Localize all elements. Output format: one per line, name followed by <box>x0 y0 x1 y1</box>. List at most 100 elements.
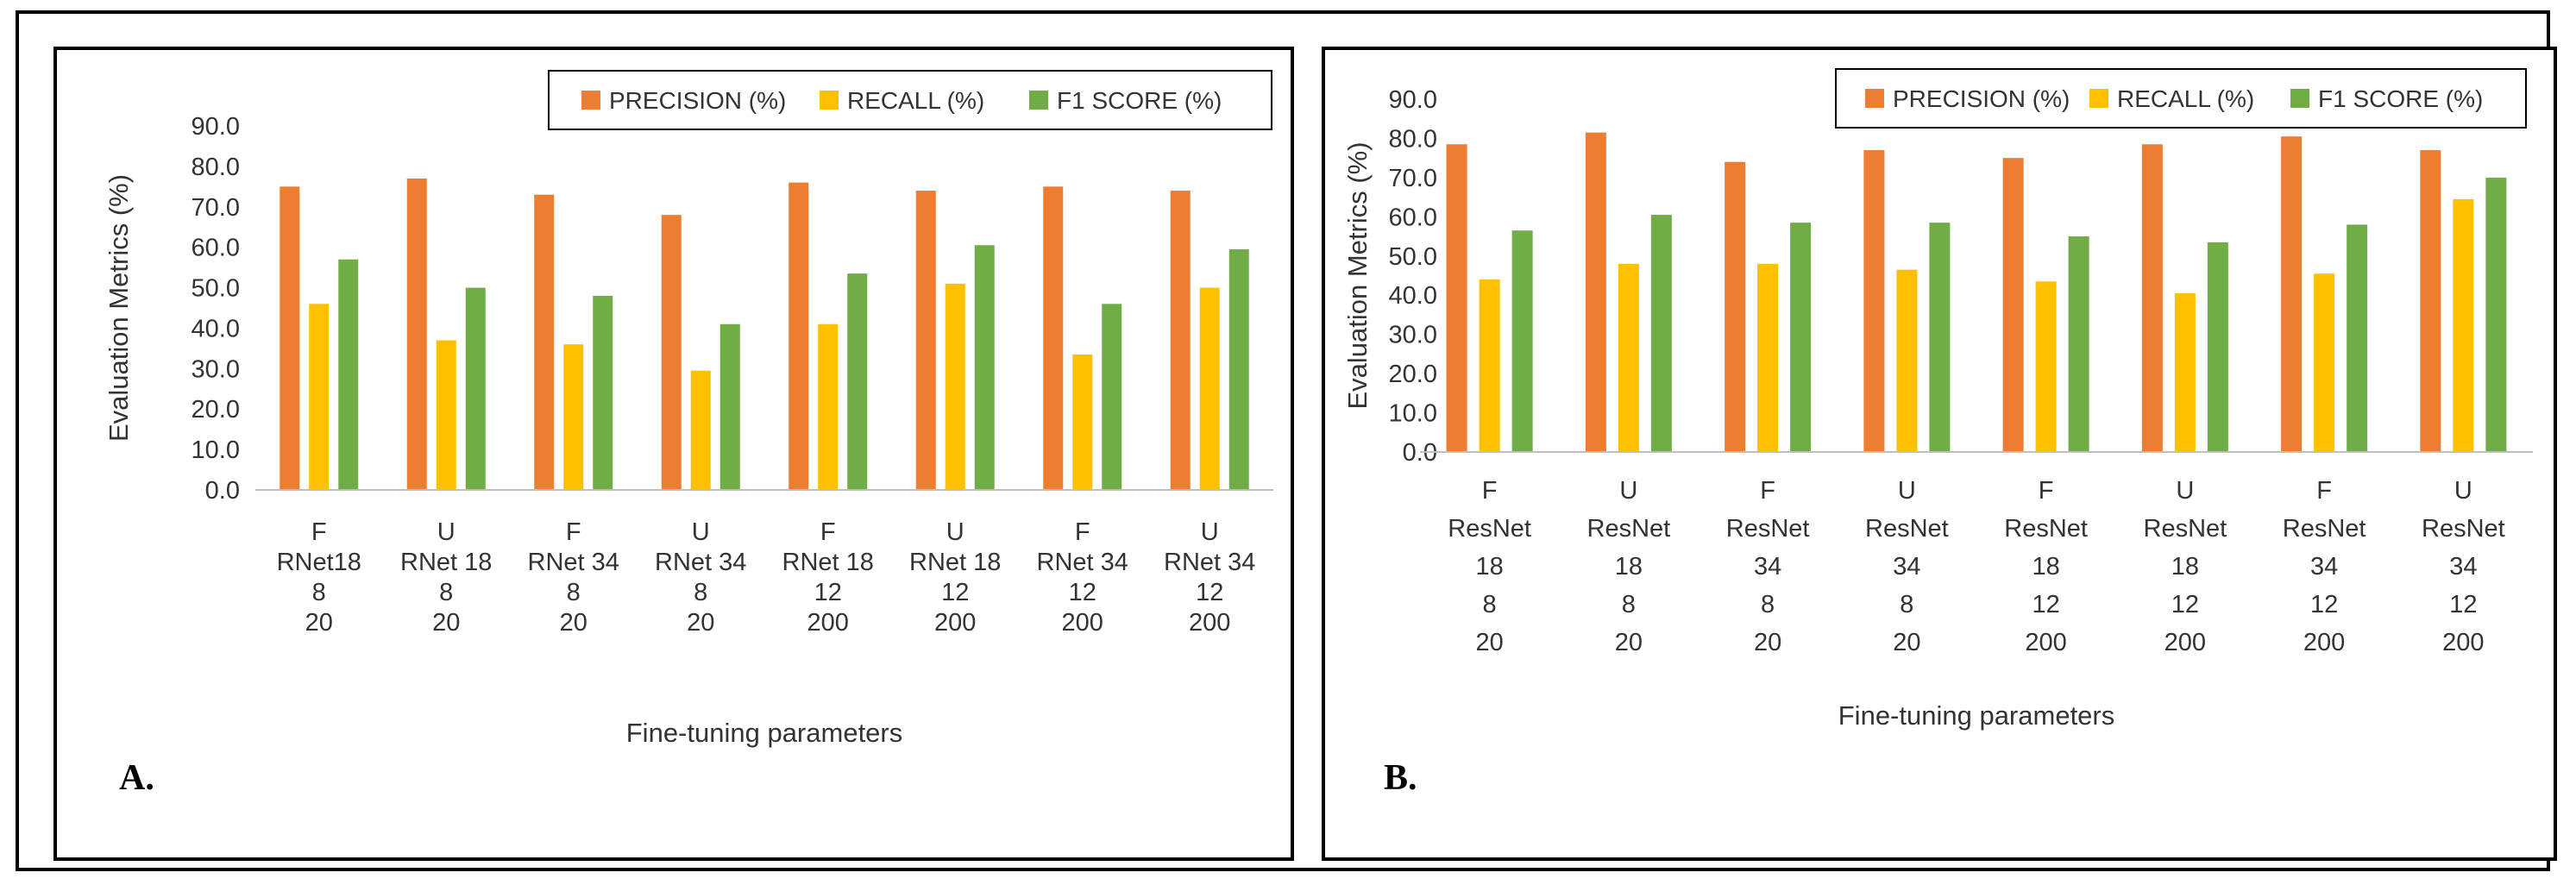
y-tick-label: 40.0 <box>1389 282 1437 310</box>
figure-frame: 0.0 10.0 20.0 30.0 40.0 50.0 60.0 70.0 80.0 90.0 E… <box>16 10 2557 871</box>
x-axis-title: Fine-tuning parameters <box>1838 700 2115 731</box>
legend-swatch <box>1865 89 1884 108</box>
x-category-label: RNet 18 <box>782 549 874 576</box>
bar-recall <box>2314 273 2335 452</box>
legend-label: F1 SCORE (%) <box>1057 87 1222 114</box>
y-tick-label: 70.0 <box>192 194 240 222</box>
x-category-label: U <box>692 518 710 546</box>
x-category-label: 20 <box>432 609 460 637</box>
x-category-label: 12 <box>2310 591 2338 618</box>
bar-precision <box>1725 161 1746 452</box>
x-category-label: RNet 34 <box>1037 549 1128 576</box>
x-category-label: 12 <box>1196 579 1223 606</box>
x-category-label: 20 <box>1893 629 1920 656</box>
bar-recall <box>1896 269 1918 452</box>
x-category-label: U <box>1898 477 1916 505</box>
legend-swatch <box>581 91 600 110</box>
x-category-label: 8 <box>694 579 707 606</box>
x-axis-title: Fine-tuning parameters <box>626 718 903 748</box>
x-category-label: F <box>566 518 581 546</box>
bar-precision <box>1043 186 1064 491</box>
x-category-label: 12 <box>2449 591 2477 618</box>
x-category-label: 12 <box>2032 591 2059 618</box>
x-category-label: ResNet <box>2283 515 2366 543</box>
x-category-label: 200 <box>1189 609 1230 637</box>
x-category-label: 200 <box>2442 629 2484 656</box>
x-category-label: 200 <box>2025 629 2066 656</box>
x-category-label: 20 <box>560 609 587 637</box>
x-category-label: RNet 18 <box>400 549 492 576</box>
y-tick-label: 20.0 <box>1389 361 1437 388</box>
bar-recall <box>1072 354 1093 490</box>
y-tick-label: 10.0 <box>1389 400 1437 428</box>
y-tick-label: 50.0 <box>1389 243 1437 271</box>
bar-f1 <box>974 245 995 490</box>
bar-recall <box>309 304 330 490</box>
x-category-label: F <box>1075 518 1090 546</box>
y-tick-label: 60.0 <box>192 235 240 262</box>
legend-box <box>1835 68 2527 129</box>
bar-recall <box>1199 287 1220 490</box>
x-category-label: ResNet <box>2144 515 2227 543</box>
x-category-label: F <box>1760 477 1775 505</box>
bar-f1 <box>1511 230 1533 452</box>
y-tick-label: 70.0 <box>1389 165 1437 192</box>
x-category-label: 200 <box>2303 629 2345 656</box>
bar-precision <box>2141 144 2163 452</box>
x-category-label: 200 <box>807 609 849 637</box>
x-category-label: 20 <box>1754 629 1781 656</box>
bar-f1 <box>1929 223 1951 452</box>
chart-panel-a: 0.0 10.0 20.0 30.0 40.0 50.0 60.0 70.0 80.0 90.0 E… <box>53 47 1294 861</box>
bar-precision <box>1863 150 1885 453</box>
legend-swatch <box>820 91 839 110</box>
x-category-label: 12 <box>2171 591 2199 618</box>
x-category-label: U <box>946 518 964 546</box>
x-category-label: 200 <box>934 609 976 637</box>
x-category-label: 8 <box>1900 591 1913 618</box>
y-tick-label: 80.0 <box>1389 125 1437 153</box>
x-category-label: 8 <box>1622 591 1636 618</box>
x-category-label: 12 <box>941 579 969 606</box>
x-category-label: U <box>1619 477 1637 505</box>
legend-label: PRECISION (%) <box>609 87 786 114</box>
bar-recall <box>945 283 965 490</box>
x-category-label: RNet 18 <box>909 549 1001 576</box>
legend-label: PRECISION (%) <box>1893 85 2070 112</box>
chart-panel-b: 0.0 10.0 20.0 30.0 40.0 50.0 60.0 70.0 80.0 90.0 E… <box>1322 47 2557 861</box>
legend-label: RECALL (%) <box>847 87 984 114</box>
bar-recall <box>436 340 456 490</box>
bar-f1 <box>338 259 359 490</box>
legend-label: F1 SCORE (%) <box>2318 85 2483 112</box>
y-axis-title: Evaluation Metrics (%) <box>1342 141 1373 409</box>
bar-precision <box>2002 158 2024 452</box>
x-category-label: RNet 34 <box>1164 549 1255 576</box>
bar-f1 <box>2207 242 2228 452</box>
x-category-label: 8 <box>1483 591 1497 618</box>
x-category-label: 34 <box>1754 553 1781 581</box>
x-category-label: 20 <box>687 609 714 637</box>
y-tick-label: 30.0 <box>192 355 240 383</box>
x-category-label: 8 <box>1761 591 1775 618</box>
bar-recall <box>2174 292 2196 452</box>
x-category-label: ResNet <box>1587 515 1671 543</box>
bar-precision <box>2420 150 2441 453</box>
x-category-label: 12 <box>1069 579 1096 606</box>
y-tick-label: 80.0 <box>192 154 240 181</box>
x-category-label: ResNet <box>2004 515 2088 543</box>
x-category-label: 18 <box>1475 553 1503 581</box>
x-category-label: 20 <box>1475 629 1503 656</box>
bar-precision <box>2281 136 2303 452</box>
bar-f1 <box>1650 215 1672 453</box>
x-category-label: 34 <box>2310 553 2338 581</box>
bar-f1 <box>1102 304 1122 490</box>
bar-f1 <box>593 295 613 490</box>
x-category-label: 200 <box>1062 609 1103 637</box>
x-category-label: F <box>1482 477 1498 505</box>
x-category-label: F <box>2039 477 2054 505</box>
y-axis-title: Evaluation Metrics (%) <box>104 174 134 442</box>
bar-f1 <box>1228 249 1249 490</box>
bar-f1 <box>2347 224 2368 452</box>
bar-f1 <box>1790 223 1812 452</box>
bar-precision <box>789 182 809 490</box>
bar-recall <box>2035 281 2057 452</box>
